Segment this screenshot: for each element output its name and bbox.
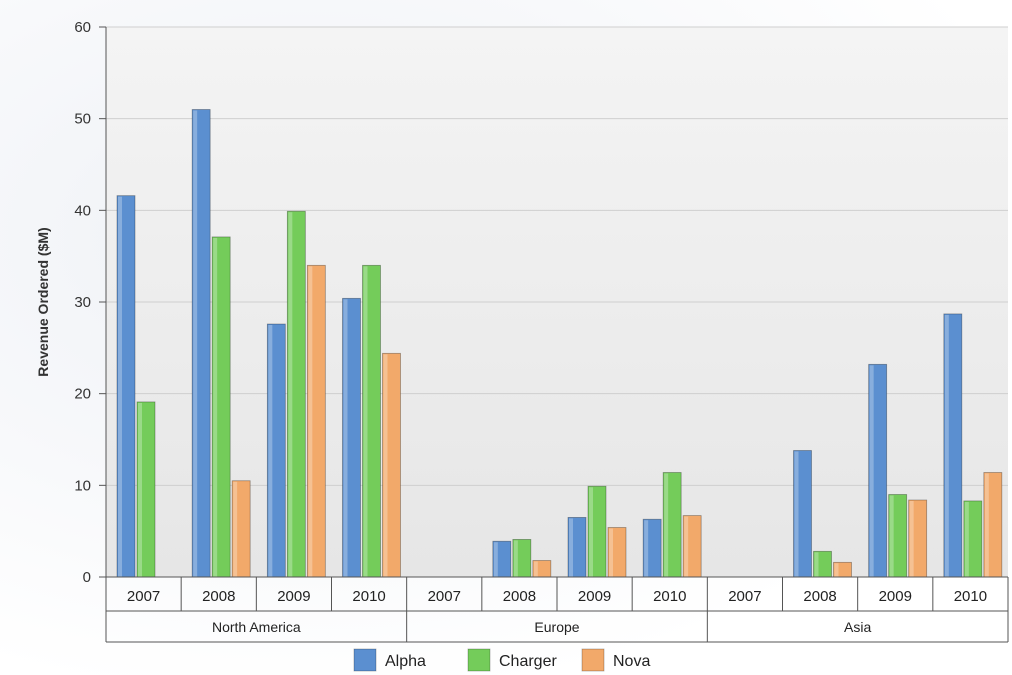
category-label: 2008: [202, 588, 235, 605]
bar-highlight: [363, 266, 368, 577]
y-tick-label: 30: [74, 294, 91, 311]
category-label: 2010: [954, 588, 987, 605]
bar-highlight: [138, 402, 142, 577]
legend-label-nova: Nova: [613, 653, 650, 670]
bar-highlight: [493, 542, 498, 577]
bar-highlight: [343, 299, 348, 577]
bar-highlight: [533, 561, 538, 577]
category-label: 2009: [578, 588, 611, 605]
bar-highlight: [383, 354, 388, 577]
bar-highlight: [889, 495, 894, 577]
y-tick-label: 20: [74, 386, 91, 403]
bar-highlight: [288, 212, 293, 577]
bar-highlight: [589, 487, 593, 577]
legend: Alpha Charger Nova: [353, 648, 650, 672]
legend-label-charger: Charger: [499, 653, 557, 670]
category-label: 2010: [653, 588, 686, 605]
axes: 0 10 20 30 40 50 60 2007 2008 2009 2010 North Ameri…: [74, 19, 1009, 643]
legend-swatch-alpha: [353, 648, 377, 672]
bar-highlight: [118, 196, 122, 577]
bar-highlight: [814, 552, 819, 577]
group-label: Europe: [534, 619, 579, 635]
y-tick-label: 10: [74, 477, 91, 494]
bar-highlight: [569, 518, 573, 577]
category-label: 2007: [728, 588, 761, 605]
bar-highlight: [664, 473, 669, 577]
legend-label-alpha: Alpha: [385, 653, 426, 670]
bar-highlight: [233, 481, 238, 577]
legend-swatch-nova: [581, 648, 605, 672]
category-label: 2007: [428, 588, 461, 605]
group-label: North America: [212, 619, 301, 635]
bar-highlight: [609, 528, 613, 577]
category-label: 2009: [879, 588, 912, 605]
y-axis-title: Revenue Ordered ($M): [35, 227, 51, 376]
bar-highlight: [513, 540, 518, 577]
bar-highlight: [213, 237, 218, 577]
bar-highlight: [794, 451, 799, 577]
category-label: 2008: [503, 588, 536, 605]
bar-highlight: [308, 266, 313, 577]
bar-highlight: [268, 325, 273, 577]
bar-highlight: [869, 365, 874, 577]
legend-swatch-charger: [467, 648, 491, 672]
bar-highlight: [909, 501, 914, 577]
category-label: 2007: [127, 588, 160, 605]
y-tick-label: 40: [74, 202, 91, 219]
bar-highlight: [834, 563, 839, 577]
y-tick-label: 50: [74, 111, 91, 128]
category-label: 2010: [352, 588, 385, 605]
category-label: 2008: [803, 588, 836, 605]
bar-highlight: [984, 473, 989, 577]
category-label: 2009: [277, 588, 310, 605]
bar-highlight: [193, 110, 198, 577]
bar-highlight: [964, 501, 969, 577]
y-tick-label: 0: [83, 569, 91, 586]
bar-highlight: [684, 516, 689, 577]
group-label: Asia: [844, 619, 871, 635]
bar-highlight: [644, 520, 649, 577]
y-tick-label: 60: [74, 19, 91, 36]
bar-highlight: [944, 314, 949, 577]
